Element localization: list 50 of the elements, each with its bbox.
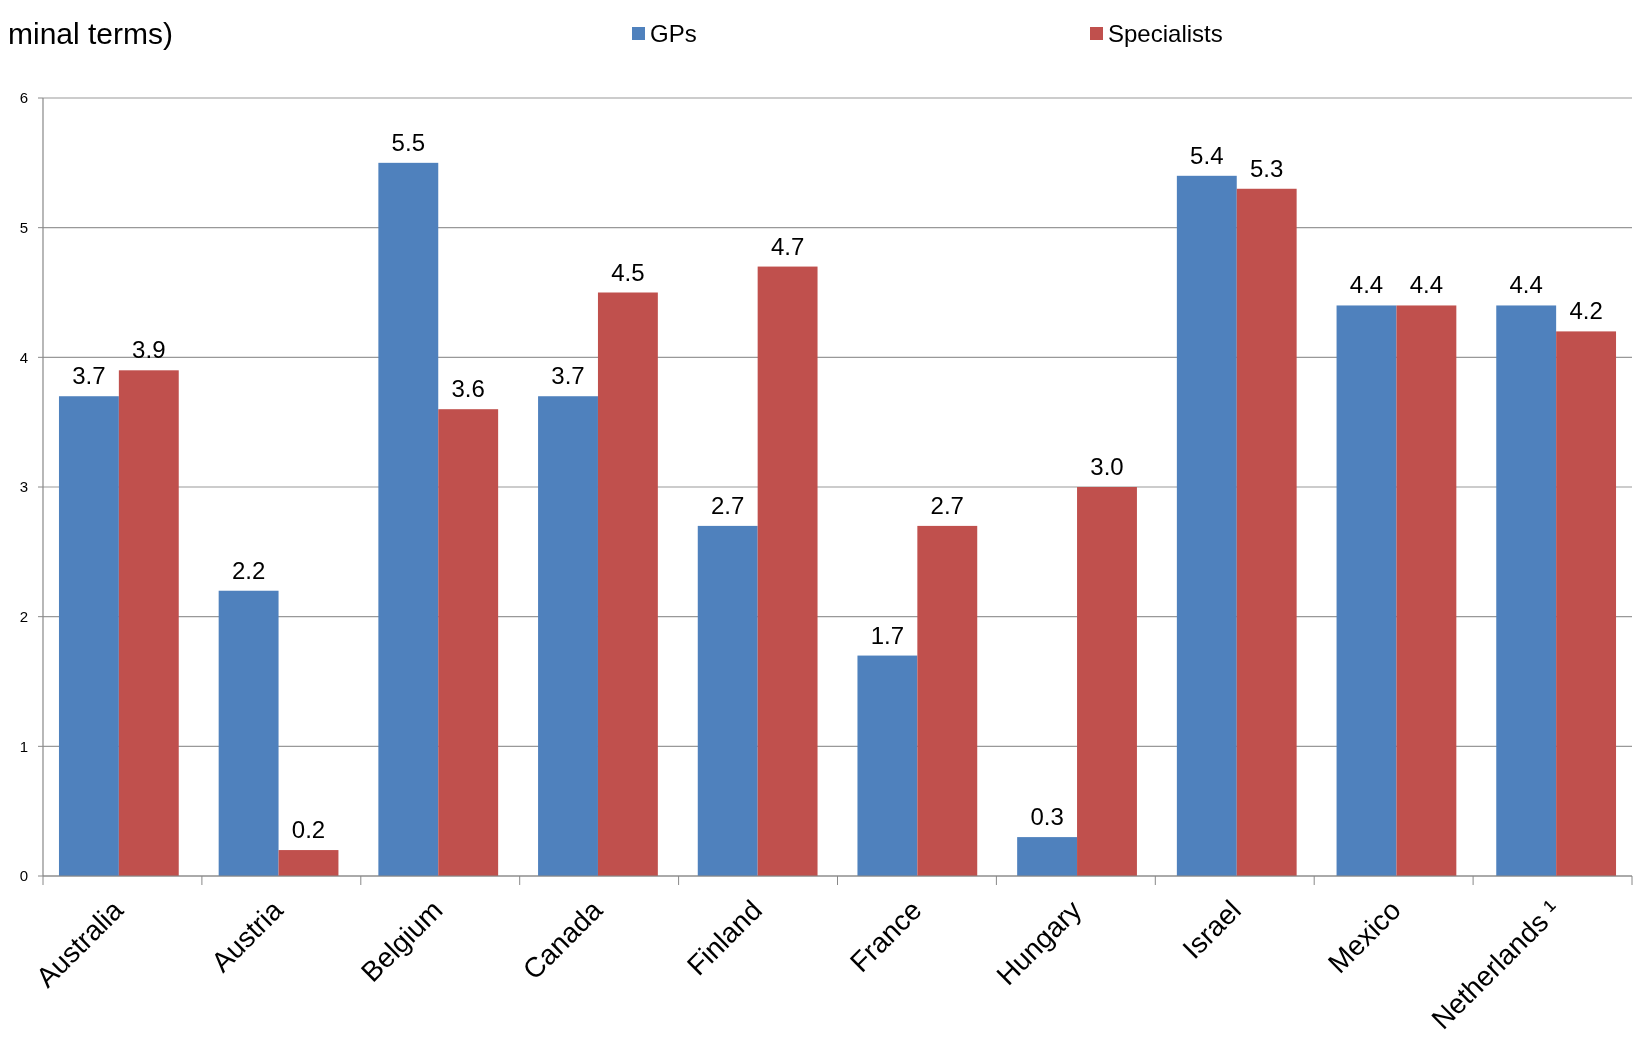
data-label: 1.7 — [870, 621, 905, 649]
bar — [118, 370, 179, 876]
data-label: 4.5 — [611, 258, 645, 286]
bar — [1556, 331, 1617, 876]
data-label: 4.7 — [770, 232, 805, 260]
bar — [597, 292, 658, 876]
bar — [1396, 305, 1457, 876]
data-label: 3.7 — [72, 362, 106, 390]
y-tick-label: 2 — [19, 607, 28, 625]
data-label: 3.7 — [551, 362, 585, 390]
data-label: 3.6 — [451, 375, 485, 403]
bar — [1336, 305, 1397, 876]
bar — [278, 850, 339, 876]
legend-label: GPs — [650, 20, 697, 48]
y-tick-label: 1 — [19, 737, 28, 755]
data-label: 0.2 — [291, 816, 326, 844]
data-label: 5.4 — [1190, 141, 1224, 169]
bar — [917, 525, 978, 876]
data-label: 4.4 — [1409, 271, 1444, 299]
y-tick-label: 0 — [19, 867, 28, 885]
data-label: 4.2 — [1569, 297, 1603, 325]
y-tick-label: 3 — [19, 478, 28, 496]
data-label: 2.2 — [231, 556, 266, 584]
bar — [1176, 175, 1237, 876]
bar — [1496, 305, 1557, 876]
data-label: 3.0 — [1090, 453, 1124, 480]
bar — [438, 409, 499, 876]
bar — [1077, 487, 1137, 876]
bar — [218, 590, 279, 876]
data-label: 4.4 — [1349, 271, 1384, 299]
data-label: 2.7 — [711, 491, 745, 519]
data-label: 3.9 — [132, 336, 166, 364]
bar — [1236, 188, 1297, 876]
data-label: 2.7 — [930, 491, 964, 519]
bar — [857, 655, 918, 876]
bar — [1017, 837, 1078, 876]
bar — [378, 162, 439, 876]
chart-title: minal terms) — [8, 17, 174, 50]
bar — [538, 396, 598, 876]
y-tick-label: 4 — [19, 348, 28, 366]
data-label: 0.3 — [1030, 803, 1064, 831]
bar — [757, 266, 818, 876]
bar — [58, 396, 119, 876]
bar — [697, 525, 758, 876]
data-label: 5.3 — [1250, 154, 1284, 182]
data-label: 4.4 — [1509, 271, 1543, 299]
data-label: 5.5 — [391, 128, 425, 156]
y-tick-label: 5 — [19, 218, 28, 236]
y-tick-label: 6 — [19, 89, 28, 107]
legend-label: Specialists — [1108, 20, 1223, 48]
